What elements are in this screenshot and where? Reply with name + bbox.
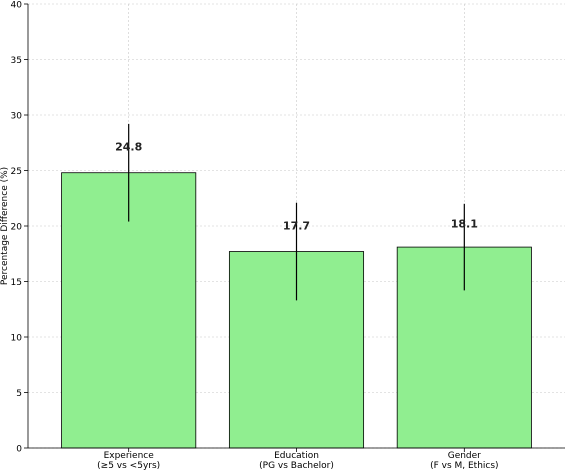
value-label: 17.7: [283, 220, 310, 233]
x-tick-label: (≥5 vs <5yrs): [97, 461, 160, 471]
x-tick-label: Experience: [104, 451, 155, 461]
x-tick-label: (PG vs Bachelor): [259, 461, 334, 471]
y-axis-label: Percentage Difference (%): [0, 167, 10, 285]
x-tick-label: Gender: [448, 451, 481, 461]
y-tick-label: 40: [11, 1, 23, 11]
y-tick-label: 20: [11, 223, 23, 233]
value-label: 18.1: [451, 218, 478, 231]
y-tick-label: 25: [11, 167, 22, 177]
x-tick-label: (F vs M, Ethics): [430, 461, 498, 471]
x-tick-label: Education: [274, 451, 319, 461]
error-bars-layer: [128, 123, 465, 301]
axes-layer: 0 5 10 15 20 25 30 35 40 Experience(≥5 vs <5yrs) E…: [11, 1, 565, 471]
y-tick-label: 10: [11, 334, 23, 344]
y-tick-label: 0: [16, 445, 22, 455]
value-label: 24.8: [115, 141, 142, 154]
y-tick-label: 15: [11, 278, 22, 288]
y-tick-label: 5: [16, 389, 22, 399]
y-tick-label: 35: [11, 56, 22, 66]
value-labels-layer: 24.8 17.7 18.1: [115, 141, 478, 233]
y-tick-label: 30: [11, 112, 23, 122]
